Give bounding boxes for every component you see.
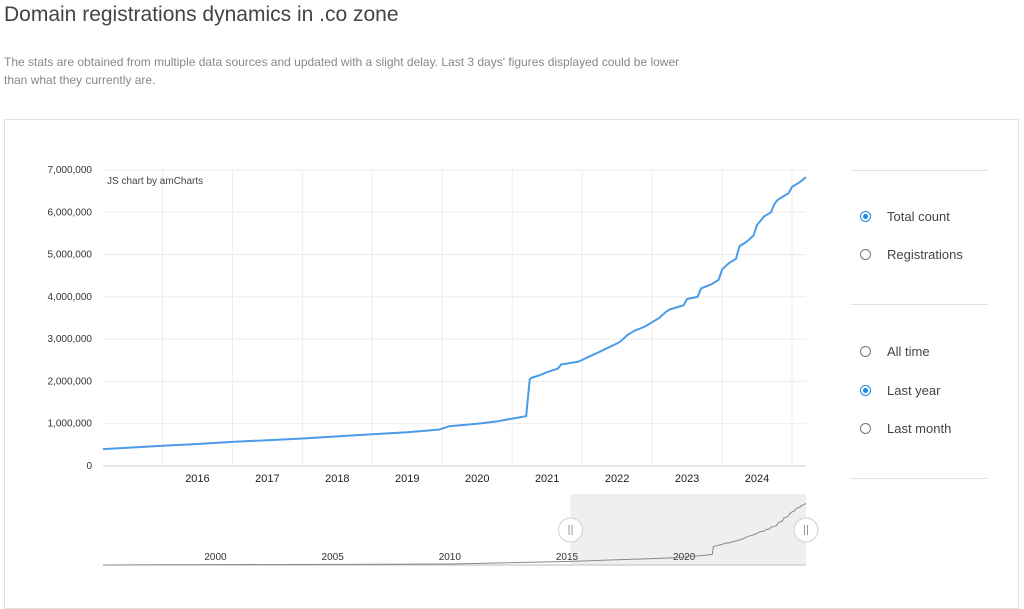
y-tick-label: 7,000,000 — [48, 165, 93, 176]
y-tick-label: 5,000,000 — [48, 250, 93, 261]
divider-middle — [851, 304, 988, 305]
radio-total-count[interactable] — [860, 210, 871, 222]
option-total-count[interactable]: Total count — [860, 206, 950, 226]
option-label: Registrations — [887, 246, 963, 262]
series-line — [102, 176, 807, 451]
scrollbar-tick-label: 2015 — [556, 552, 579, 563]
option-label: All time — [887, 343, 930, 359]
chart-credit: JS chart by amCharts — [107, 176, 203, 187]
page-title: Domain registrations dynamics in .co zon… — [4, 3, 399, 26]
scrollbar-tick-label: 2010 — [439, 552, 462, 563]
y-tick-label: 1,000,000 — [48, 419, 93, 430]
divider-bottom — [851, 478, 988, 479]
y-tick-label: 3,000,000 — [48, 334, 93, 345]
page-description: The stats are obtained from multiple dat… — [4, 55, 680, 87]
y-tick-label: 2,000,000 — [48, 376, 93, 387]
x-tick-label: 2020 — [465, 473, 489, 485]
x-tick-label: 2024 — [745, 473, 769, 485]
x-tick-label: 2019 — [395, 473, 419, 485]
grip-circle — [557, 517, 583, 543]
option-label: Last year — [887, 382, 941, 398]
option-label: Last month — [887, 420, 952, 436]
y-tick-label: 4,000,000 — [48, 292, 93, 303]
scrollbar-grip-left[interactable] — [557, 517, 583, 543]
radio-last-month[interactable] — [860, 422, 871, 434]
scrollbar-grip-right[interactable] — [793, 517, 819, 543]
option-last-month[interactable]: Last month — [860, 418, 951, 438]
x-tick-label: 2022 — [605, 473, 629, 485]
radio-all-time[interactable] — [860, 345, 871, 357]
scrollbar-tick-label: 2005 — [322, 552, 345, 563]
radio-last-year[interactable] — [860, 384, 871, 396]
grip-circle — [793, 517, 819, 543]
option-all-time[interactable]: All time — [860, 341, 930, 361]
divider-top — [851, 170, 988, 171]
option-registrations[interactable]: Registrations — [860, 244, 963, 264]
y-tick-label: 6,000,000 — [48, 207, 93, 218]
scrollbar-tick-label: 2000 — [204, 552, 227, 563]
x-tick-label: 2021 — [535, 473, 559, 485]
x-tick-label: 2017 — [255, 473, 279, 485]
x-tick-label: 2016 — [185, 473, 209, 485]
option-last-year[interactable]: Last year — [860, 380, 940, 400]
x-tick-label: 2018 — [325, 473, 349, 485]
radio-registrations[interactable] — [860, 248, 871, 260]
option-label: Total count — [887, 208, 950, 224]
chart-card — [4, 119, 1019, 609]
scrollbar-series — [102, 503, 807, 566]
x-tick-label: 2023 — [675, 473, 699, 485]
y-tick-label: 0 — [86, 461, 92, 472]
